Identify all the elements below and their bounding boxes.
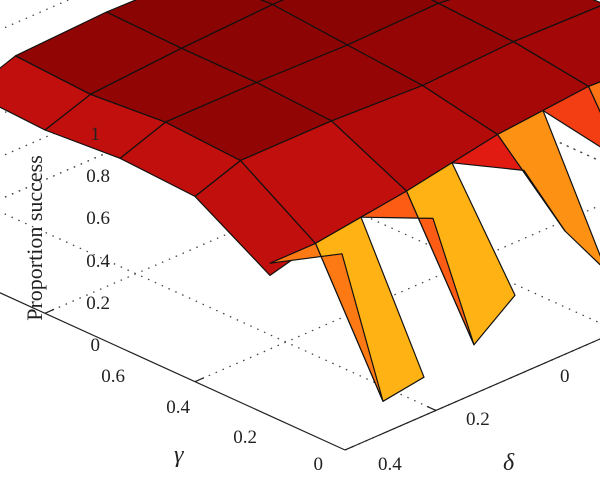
surface-patch bbox=[451, 133, 566, 232]
z-tick-label: 0.6 bbox=[86, 208, 110, 229]
surface-patch bbox=[259, 0, 285, 6]
z-tick-label: 0.2 bbox=[86, 293, 110, 314]
z-tick-label: 1 bbox=[91, 124, 101, 145]
surface-patch bbox=[314, 216, 425, 402]
delta-axis-label: δ bbox=[503, 450, 515, 476]
gamma-tick bbox=[44, 308, 55, 314]
surface bbox=[0, 0, 600, 402]
surface-patch bbox=[269, 242, 384, 402]
gamma-tick-label: 0.2 bbox=[233, 427, 257, 448]
z-tick-label: 0 bbox=[91, 335, 101, 356]
gamma-axis bbox=[0, 292, 346, 451]
delta-tick-label: 0.4 bbox=[378, 454, 402, 475]
grid-line bbox=[0, 0, 70, 31]
surface-patch bbox=[360, 190, 475, 346]
delta-axis bbox=[344, 338, 600, 451]
gamma-tick-label: 0 bbox=[314, 454, 324, 475]
delta-tick-label: 0 bbox=[560, 366, 570, 387]
delta-tick bbox=[426, 405, 437, 411]
z-tick-label: 0.4 bbox=[86, 251, 110, 272]
gamma-tick-label: 0.4 bbox=[166, 397, 190, 418]
surface-patch bbox=[405, 162, 516, 346]
gamma-tick-label: 0.6 bbox=[101, 366, 125, 387]
z-axis-label: Proportion success bbox=[22, 155, 47, 321]
delta-tick-label: 0.2 bbox=[466, 409, 490, 430]
gamma-tick bbox=[194, 377, 205, 383]
axes bbox=[0, 292, 600, 451]
gamma-axis-label: γ bbox=[174, 442, 184, 468]
surface-patch bbox=[542, 85, 600, 148]
z-tick-label: 0.8 bbox=[86, 166, 110, 187]
